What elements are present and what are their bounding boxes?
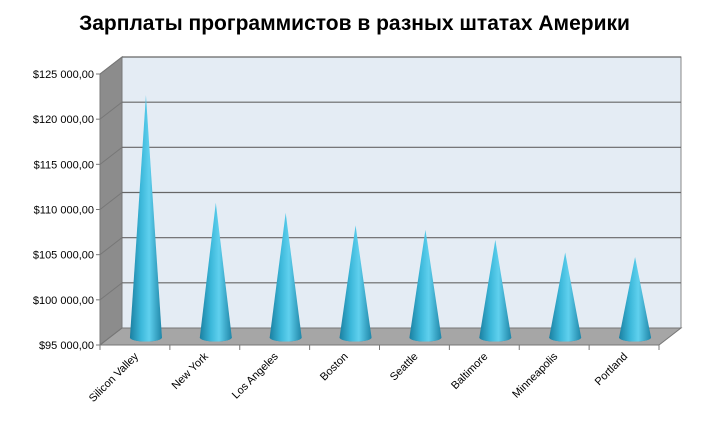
cone-body	[339, 225, 372, 342]
y-tick-label: $105 000,00	[33, 250, 94, 262]
x-tick-label: New York	[170, 350, 212, 392]
cone-body	[199, 202, 232, 342]
y-tick-label: $110 000,00	[34, 205, 94, 217]
side-gridline	[99, 56, 123, 75]
y-tick-label: $95 000,00	[39, 340, 94, 352]
cone-seattle	[409, 229, 442, 342]
x-tick-label: Baltimore	[449, 351, 490, 392]
floor	[98, 327, 683, 346]
cone-los-angeles	[269, 212, 302, 342]
cone-body	[129, 95, 162, 342]
side-gridline	[99, 101, 123, 120]
side-gridline	[99, 282, 123, 301]
cone-portland	[619, 257, 652, 342]
x-tick-label: Los Angeles	[230, 350, 281, 401]
cone-new-york	[199, 202, 232, 342]
cone-body	[269, 212, 302, 342]
side-gridline	[99, 237, 123, 256]
y-tick-label: $115 000,00	[34, 159, 94, 171]
side-gridline	[99, 192, 123, 210]
cone-boston	[339, 225, 372, 342]
cone-minneapolis	[549, 252, 582, 342]
x-tick-label: Boston	[318, 351, 351, 384]
x-tick-label: Seattle	[388, 351, 421, 384]
cone-silicon-valley	[129, 95, 162, 342]
cone-body	[549, 252, 582, 342]
side-gridline	[99, 327, 123, 346]
cone-body	[619, 257, 652, 342]
chart-title: Зарплаты программистов в разных штатах А…	[79, 12, 630, 35]
x-tick-label: Portland	[593, 351, 630, 388]
y-tick-label: $100 000,00	[33, 295, 94, 307]
y-tick-label: $120 000,00	[33, 114, 94, 126]
cone-baltimore	[479, 239, 512, 342]
side-gridline	[99, 146, 123, 165]
y-tick-label: $125 000,00	[33, 69, 94, 81]
x-tick-label: Minneapolis	[510, 350, 560, 400]
cone-body	[479, 239, 512, 342]
x-tick-label: Silicon Valley	[87, 350, 142, 405]
cone-body	[409, 229, 442, 342]
